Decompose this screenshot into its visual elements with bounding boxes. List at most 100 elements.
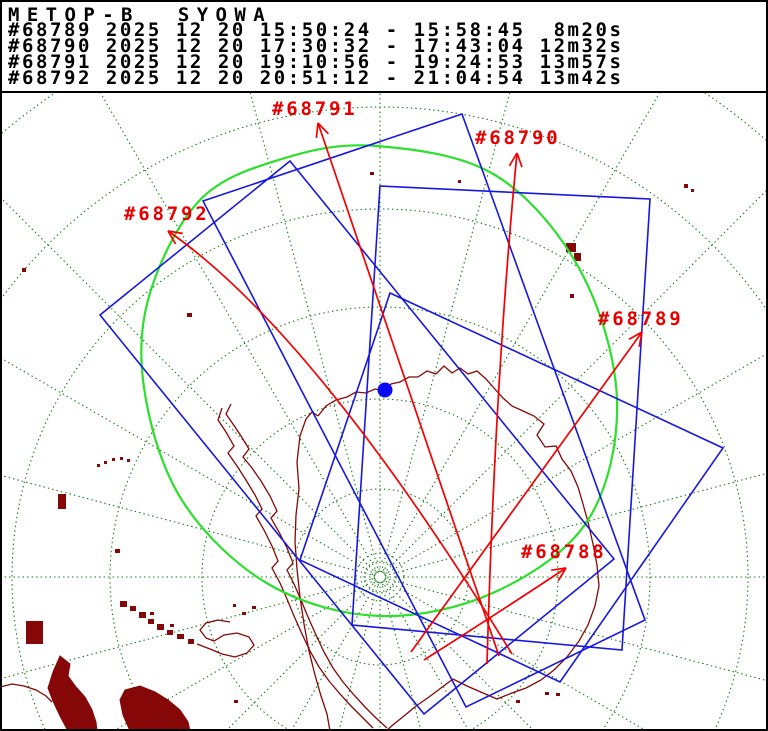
track-arrowhead bbox=[551, 567, 567, 572]
pass-info-header: METOP-B SYOWA #68789 2025 12 20 15:50:24 … bbox=[0, 0, 768, 92]
meridian-line bbox=[383, 188, 768, 574]
track-arrowhead bbox=[508, 152, 518, 167]
latitude-circle bbox=[201, 398, 559, 731]
meridian-line bbox=[384, 579, 648, 731]
track-arrowhead bbox=[167, 230, 183, 235]
track-line bbox=[167, 230, 513, 655]
island bbox=[26, 621, 43, 644]
meridian-line bbox=[380, 93, 511, 573]
track-line bbox=[423, 567, 567, 661]
landmass bbox=[119, 685, 191, 731]
station-marker bbox=[377, 382, 393, 398]
island bbox=[115, 549, 120, 553]
swath-68792 bbox=[98, 159, 616, 716]
pass-label-68788: #68788 bbox=[521, 541, 606, 563]
island bbox=[556, 693, 560, 696]
meridian-line bbox=[384, 352, 768, 575]
coastline-path bbox=[317, 365, 600, 731]
island bbox=[127, 459, 130, 462]
island bbox=[691, 189, 694, 192]
island bbox=[97, 464, 100, 467]
ground-tracks: #68788 #68789 #68790 #68791 #68792 bbox=[124, 98, 683, 665]
coastline-path bbox=[225, 403, 388, 729]
track-68791: #68791 bbox=[272, 98, 500, 657]
coastline-path bbox=[196, 619, 255, 658]
latitude-circle bbox=[291, 488, 469, 666]
meridian-line bbox=[383, 580, 535, 731]
meridian-line bbox=[290, 581, 378, 731]
polar-orbit-map: #68788 #68789 #68790 #68791 #68792 bbox=[0, 93, 768, 731]
track-68792: #68792 bbox=[124, 203, 513, 655]
island bbox=[167, 630, 173, 635]
coastline-path bbox=[217, 407, 374, 729]
island bbox=[177, 634, 184, 639]
track-68789: #68789 bbox=[410, 308, 683, 653]
meridian-line bbox=[338, 581, 380, 731]
island bbox=[130, 606, 136, 611]
meridian-line bbox=[382, 581, 470, 731]
meridian-line bbox=[0, 577, 376, 680]
island bbox=[58, 494, 66, 509]
meridian-line bbox=[0, 474, 376, 577]
track-arrowhead bbox=[167, 230, 177, 245]
island bbox=[252, 606, 256, 609]
satellite-name: METOP-B bbox=[8, 4, 140, 26]
track-line bbox=[486, 152, 518, 665]
island bbox=[112, 458, 115, 461]
swath-68789 bbox=[299, 291, 725, 684]
island bbox=[458, 180, 461, 183]
meridian-line bbox=[249, 93, 380, 573]
island bbox=[104, 461, 107, 464]
pass-label-68789: #68789 bbox=[598, 308, 683, 330]
pass-label-68791: #68791 bbox=[272, 98, 357, 120]
island bbox=[570, 294, 574, 298]
pass-label-68792: #68792 bbox=[124, 203, 209, 225]
track-arrowhead bbox=[638, 331, 643, 347]
island bbox=[233, 604, 236, 607]
latitude-circle bbox=[0, 106, 768, 313]
latitude-circle bbox=[363, 560, 397, 594]
header-map-divider bbox=[0, 91, 768, 93]
island bbox=[566, 243, 576, 252]
track-arrowhead bbox=[516, 152, 523, 168]
island bbox=[187, 313, 192, 317]
pass-list: #68789 2025 12 20 15:50:24 - 15:58:45 8m… bbox=[8, 19, 624, 89]
island bbox=[684, 184, 688, 188]
meridian-line bbox=[384, 577, 768, 682]
swath-footprints bbox=[98, 112, 725, 716]
island bbox=[188, 639, 194, 644]
track-arrowhead bbox=[315, 122, 319, 139]
track-arrowhead bbox=[557, 567, 567, 582]
island bbox=[242, 612, 246, 615]
island bbox=[157, 624, 164, 630]
island bbox=[148, 619, 154, 624]
pass-label-68790: #68790 bbox=[475, 127, 560, 149]
island bbox=[120, 457, 123, 460]
coastline-path bbox=[0, 683, 53, 703]
island bbox=[120, 601, 127, 607]
track-arrowhead bbox=[628, 331, 643, 341]
swath-68790 bbox=[351, 185, 651, 651]
meridian-line bbox=[112, 579, 376, 731]
island bbox=[516, 700, 520, 703]
track-arrowhead bbox=[317, 122, 329, 135]
meridian-line bbox=[384, 472, 768, 577]
meridian-line bbox=[0, 196, 377, 574]
island bbox=[574, 253, 581, 261]
latitude-circle bbox=[371, 568, 389, 586]
latitude-circle bbox=[11, 208, 749, 731]
title-line: METOP-B SYOWA bbox=[8, 4, 273, 26]
island bbox=[170, 624, 174, 627]
meridian-line bbox=[225, 580, 377, 731]
coastline bbox=[0, 172, 694, 731]
track-68790: #68790 bbox=[475, 127, 560, 665]
swath-68791 bbox=[201, 112, 646, 709]
track-line bbox=[410, 331, 643, 653]
meridian-line bbox=[99, 93, 378, 573]
track-68788: #68788 bbox=[423, 541, 606, 661]
meridian-line bbox=[382, 93, 661, 573]
station-name: SYOWA bbox=[177, 4, 273, 26]
landmass bbox=[47, 655, 98, 731]
island bbox=[22, 268, 26, 272]
